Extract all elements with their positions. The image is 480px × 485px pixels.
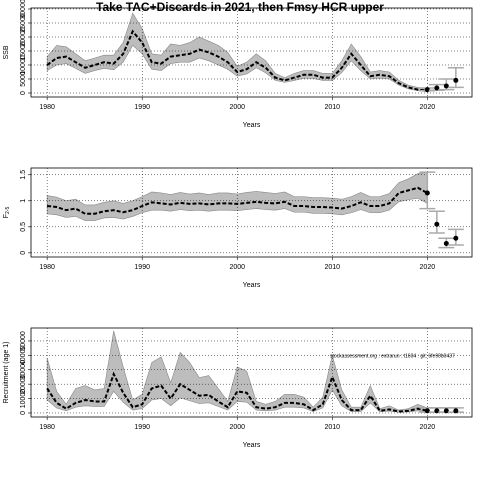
x-tick-label: 2020 — [420, 264, 436, 271]
x-tick-label: 2000 — [229, 264, 245, 271]
y-axis-label: Recruitment (age 1) — [3, 342, 10, 404]
y-tick-label: 10000 — [20, 55, 27, 75]
plot-frame — [30, 7, 473, 98]
x-tick-label: 1980 — [39, 424, 55, 431]
forecast-point — [424, 408, 430, 414]
y-tick-label: 0 — [20, 91, 27, 95]
annotation: stockassessment.org : extrarun : t1604 :… — [330, 353, 455, 359]
estimate-line — [47, 186, 428, 215]
y-tick-label: 10000 — [20, 389, 27, 409]
x-axis-label: Years — [243, 122, 261, 129]
estimate-line — [46, 371, 428, 413]
x-tick-label: 1990 — [134, 104, 150, 111]
forecast-point — [443, 83, 449, 89]
x-tick-label: 2020 — [420, 104, 436, 111]
y-tick-label: 25000 — [20, 13, 27, 33]
x-tick-label: 1990 — [134, 424, 150, 431]
x-tick-label: 1980 — [39, 264, 55, 271]
chart-title: Take TAC+Discards in 2021, then Fmsy HCR… — [96, 0, 384, 14]
y-tick-label: 1 — [20, 199, 27, 203]
y-tick-label: 40000 — [20, 346, 27, 366]
y-tick-label: 30000 — [20, 360, 27, 380]
forecast-point — [453, 408, 459, 414]
forecast-point — [424, 87, 430, 93]
y-tick-label: 1.5 — [20, 170, 27, 180]
y-tick-label: 20000 — [20, 374, 27, 394]
y-tick-label: 0.5 — [20, 222, 27, 232]
x-tick-label: 2010 — [324, 104, 340, 111]
y-tick-label: 5000 — [20, 71, 27, 87]
forecast-point — [434, 221, 440, 227]
y-axis-label-sub: 2-5 — [5, 207, 11, 214]
x-tick-label: 2020 — [420, 424, 436, 431]
y-tick-label: 30000 — [20, 0, 27, 19]
forecast-point — [443, 408, 449, 414]
y-tick-label: 15000 — [20, 41, 27, 61]
plot-frame — [30, 167, 473, 258]
x-tick-label: 1990 — [134, 264, 150, 271]
x-tick-label: 2000 — [229, 104, 245, 111]
x-axis-label: Years — [243, 442, 261, 449]
y-tick-label: 0 — [20, 411, 27, 415]
y-tick-label: 0 — [20, 251, 27, 255]
error-bar — [419, 171, 436, 210]
x-tick-label: 2010 — [324, 264, 340, 271]
x-tick-label: 2000 — [229, 424, 245, 431]
forecast-point — [424, 190, 430, 196]
forecast-point — [443, 240, 449, 246]
y-axis-label-main: SSB — [3, 45, 10, 59]
y-tick-label: 20000 — [20, 27, 27, 47]
y-axis-label: F2-5 — [3, 207, 11, 219]
forecast-point — [434, 85, 440, 91]
x-tick-label: 2010 — [324, 424, 340, 431]
y-tick-label: 50000 — [20, 331, 27, 351]
error-bar — [447, 67, 464, 89]
x-axis-label: Years — [243, 282, 261, 289]
y-axis-label: SSB — [3, 45, 10, 59]
forecast-point — [453, 235, 459, 241]
x-tick-label: 1980 — [39, 104, 55, 111]
plot-frame — [30, 327, 473, 418]
forecast-point — [453, 77, 459, 83]
forecast-point — [434, 408, 440, 414]
y-axis-label-main: F — [3, 214, 10, 218]
estimate-line — [46, 29, 428, 92]
y-axis-label-main: Recruitment (age 1) — [3, 342, 10, 404]
